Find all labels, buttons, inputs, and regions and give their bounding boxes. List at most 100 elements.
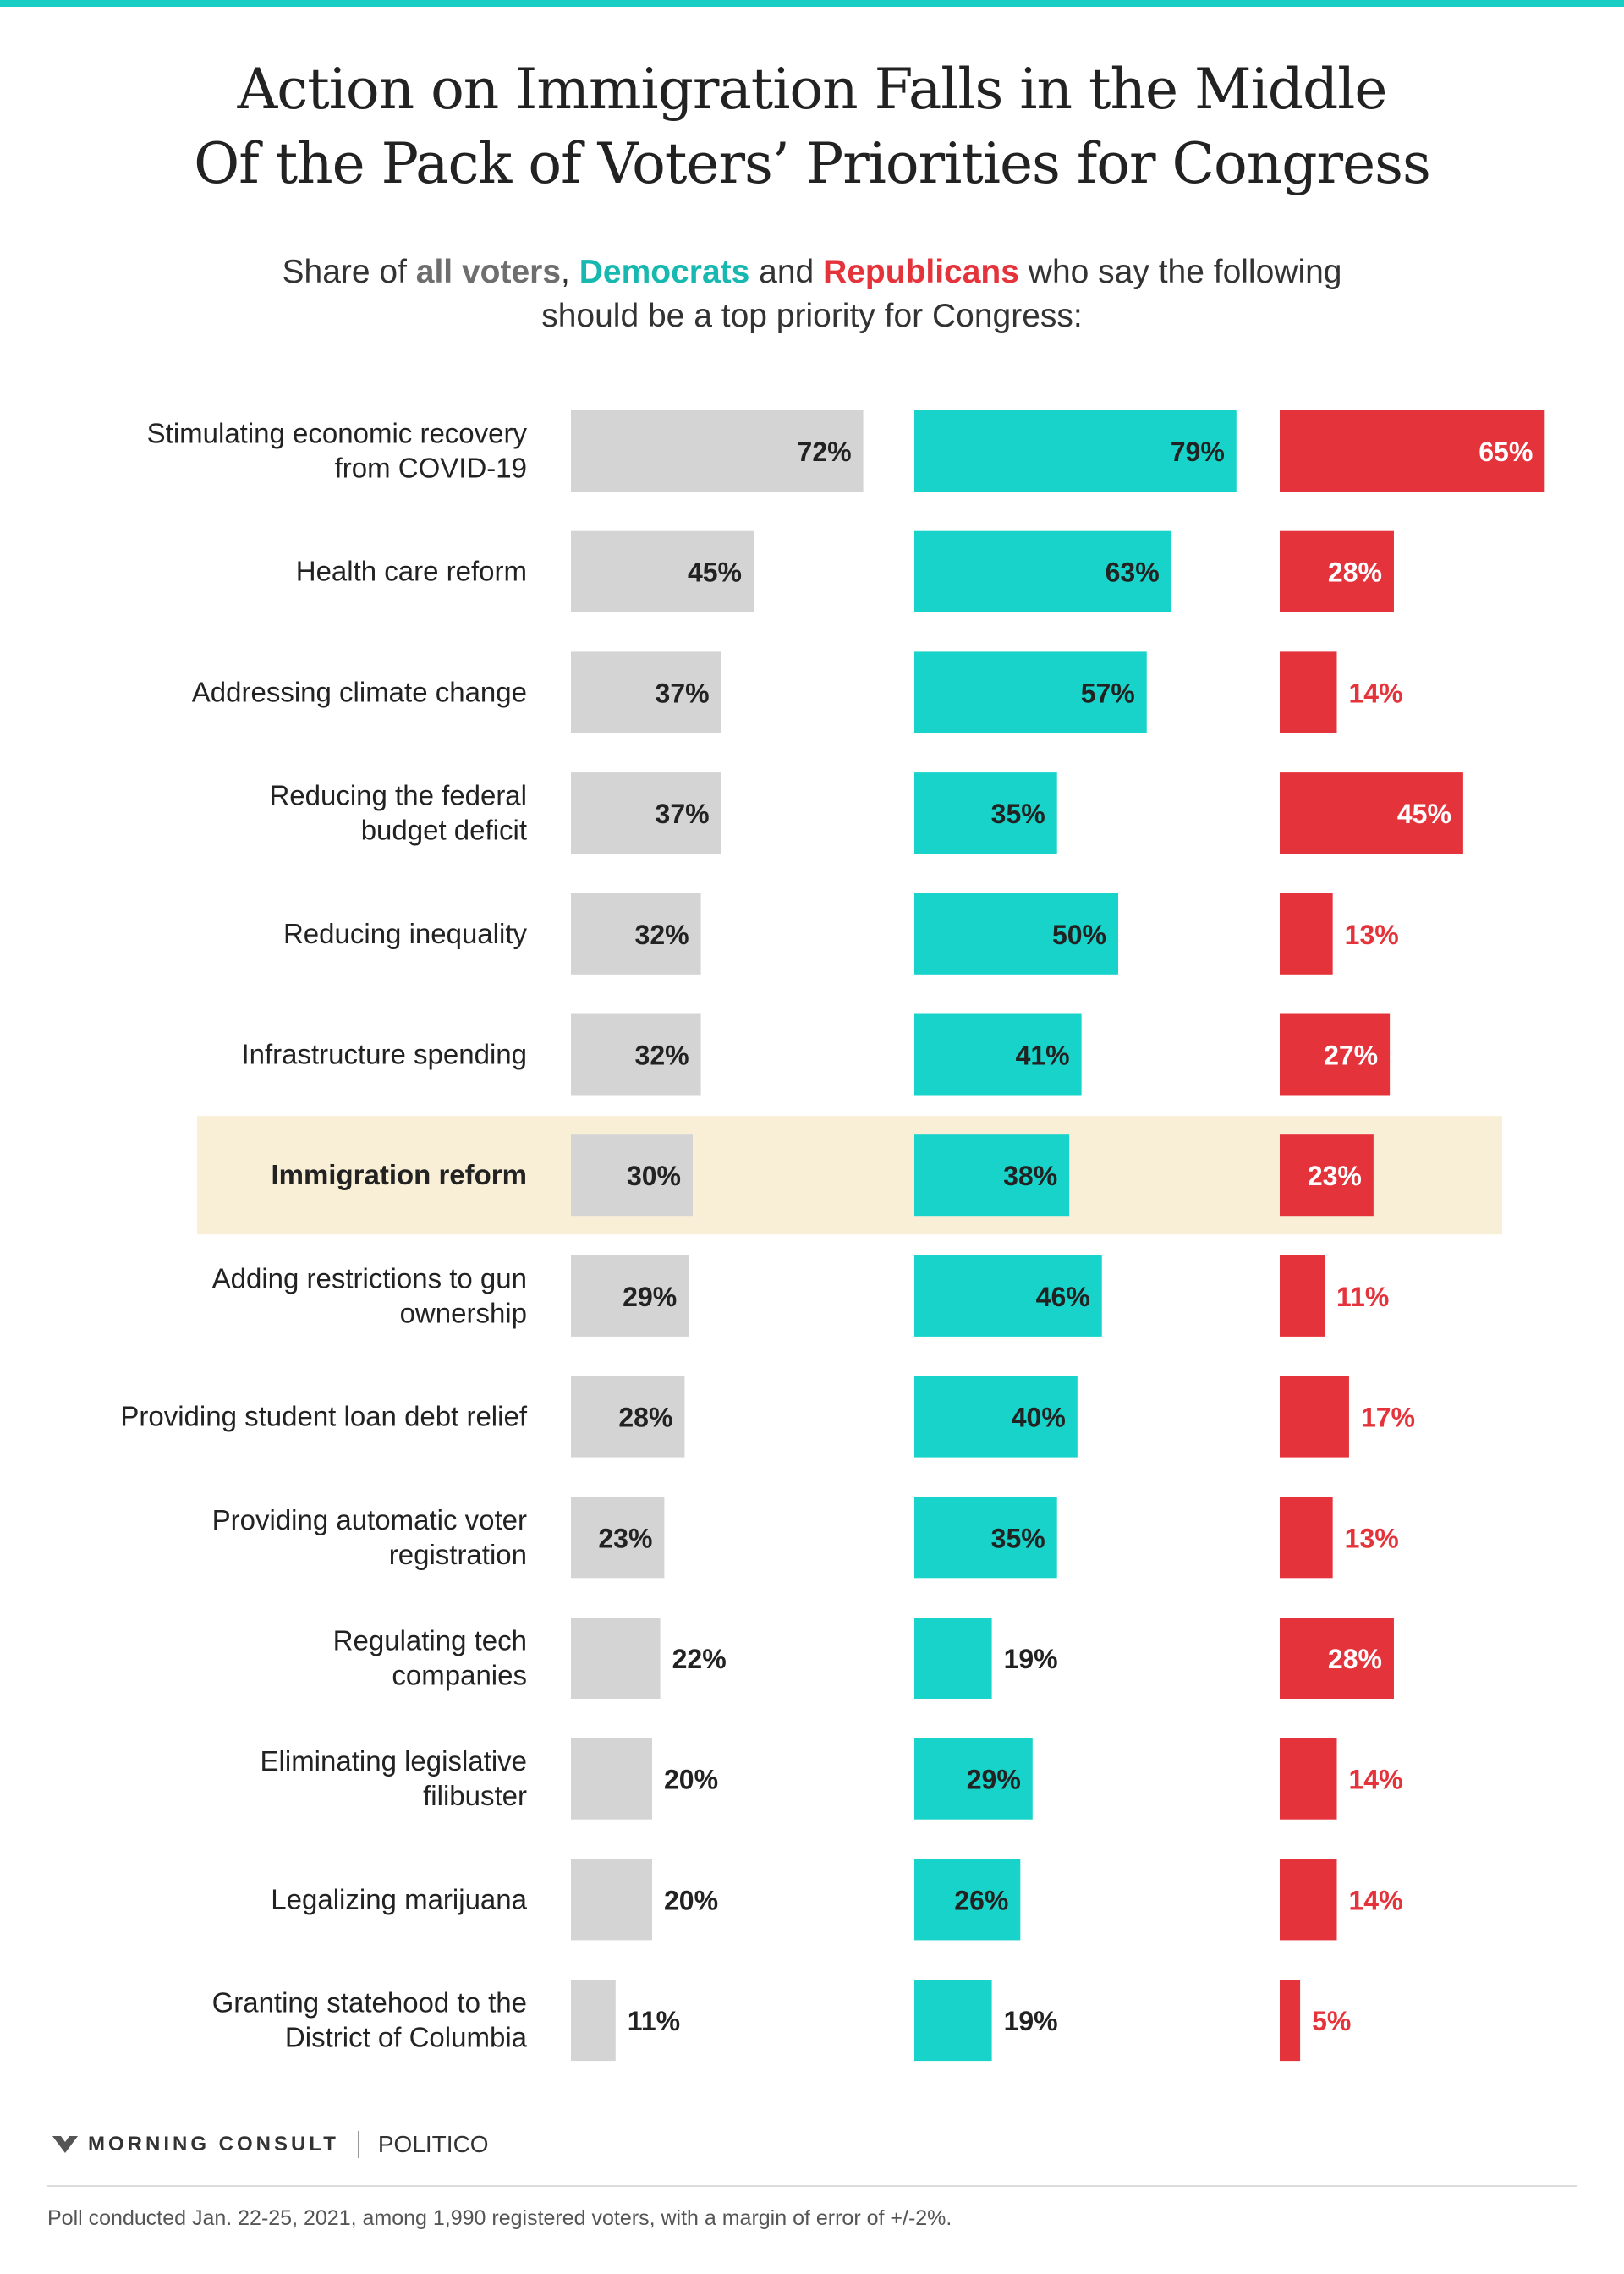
- category-label-line: District of Columbia: [285, 2022, 528, 2053]
- rep-bar: [1280, 1134, 1374, 1217]
- all-value-label: 45%: [688, 558, 742, 588]
- category-label: Regulating tech companies: [333, 1625, 527, 1691]
- all-value-label: 20%: [664, 1885, 718, 1915]
- rep-bar: [1280, 651, 1337, 733]
- dem-value-label: 35%: [991, 1523, 1045, 1553]
- category-label: Addressing climate change: [192, 676, 527, 707]
- category-label: Providing student loan debt relief: [120, 1401, 527, 1432]
- dem-bar: [914, 1738, 1033, 1820]
- all-bar: [571, 772, 721, 854]
- category-label-line: Granting statehood to the: [212, 1987, 527, 2019]
- category-label-line: companies: [392, 1660, 527, 1691]
- category-label-line: Providing automatic voter: [212, 1504, 527, 1535]
- dem-bar: [914, 1134, 1070, 1217]
- category-label: Reducing inequality: [283, 918, 528, 949]
- chart-subtitle: Share of all voters, Democrats and Repub…: [0, 250, 1624, 338]
- dem-value-label: 40%: [1012, 1403, 1066, 1433]
- category-label: Granting statehood to the District of Col…: [212, 1987, 528, 2053]
- rep-bar: [1280, 1497, 1333, 1579]
- rep-bar: [1280, 772, 1463, 854]
- all-bar: [571, 1497, 665, 1579]
- all-value-label: 72%: [798, 437, 852, 467]
- subtitle-all-voters: all voters: [415, 254, 562, 290]
- dem-value-label: 50%: [1052, 920, 1106, 950]
- category-label-line: Reducing inequality: [283, 918, 528, 949]
- category-label: Stimulating economic recovery from COVID-…: [147, 418, 528, 484]
- rep-value-label: 11%: [1336, 1282, 1389, 1312]
- all-bar: [571, 1134, 693, 1217]
- category-label-line: ownership: [400, 1297, 527, 1328]
- rep-bar: [1280, 530, 1394, 612]
- dem-bar: [914, 1618, 992, 1699]
- rep-value-label: 28%: [1328, 1644, 1382, 1674]
- subtitle-text: who say the following: [1018, 254, 1342, 290]
- category-label-line: Health care reform: [296, 556, 527, 587]
- category-label: Immigration reform: [271, 1159, 527, 1190]
- all-bar: [571, 651, 721, 733]
- all-value-label: 30%: [627, 1161, 681, 1191]
- rep-bar: [1280, 1980, 1301, 2062]
- all-value-label: 32%: [635, 920, 689, 950]
- all-value-label: 20%: [664, 1765, 718, 1795]
- dem-value-label: 35%: [991, 799, 1045, 829]
- rep-bar: [1280, 1618, 1394, 1699]
- rep-value-label: 45%: [1397, 799, 1451, 829]
- rep-value-label: 5%: [1312, 2006, 1351, 2036]
- all-value-label: 22%: [672, 1644, 727, 1674]
- rep-bar: [1280, 1255, 1325, 1337]
- all-bar: [571, 1980, 616, 2062]
- dem-value-label: 19%: [1004, 1644, 1058, 1674]
- politico-logo-text: POLITICO: [377, 2131, 489, 2157]
- all-bar: [571, 893, 701, 975]
- category-label-line: registration: [389, 1539, 527, 1570]
- category-label-line: Providing student loan debt relief: [120, 1401, 527, 1432]
- dem-value-label: 29%: [967, 1765, 1021, 1795]
- dem-bar: [914, 772, 1057, 854]
- category-label-line: Immigration reform: [271, 1159, 527, 1190]
- all-value-label: 32%: [635, 1041, 689, 1071]
- subtitle-text: ,: [561, 254, 579, 290]
- rep-bar: [1280, 1013, 1391, 1096]
- all-value-label: 23%: [598, 1523, 652, 1553]
- dem-value-label: 38%: [1003, 1161, 1057, 1191]
- category-label-line: Adding restrictions to gun: [212, 1262, 527, 1294]
- dem-bar: [914, 1013, 1082, 1096]
- dem-bar: [914, 1497, 1057, 1579]
- all-bar: [571, 1618, 661, 1699]
- chart-title-line-2: Of the Pack of Voters’ Priorities for Co…: [194, 131, 1431, 196]
- footer-divider: [47, 2185, 1577, 2187]
- dem-value-label: 19%: [1004, 2006, 1058, 2036]
- category-label: Eliminating legislative filibuster: [261, 1745, 527, 1811]
- category-label-line: budget deficit: [361, 815, 527, 846]
- rep-value-label: 27%: [1324, 1041, 1378, 1071]
- dem-value-label: 57%: [1081, 678, 1135, 708]
- dem-bar: [914, 530, 1171, 612]
- category-label-line: Eliminating legislative: [261, 1745, 527, 1777]
- category-label: Health care reform: [296, 556, 527, 587]
- dem-bar: [914, 893, 1118, 975]
- subtitle-line-2: should be a top priority for Congress:: [541, 298, 1083, 334]
- rep-bar: [1280, 1738, 1337, 1820]
- category-label-line: Reducing the federal: [269, 780, 527, 811]
- rep-value-label: 14%: [1348, 678, 1402, 708]
- top-accent-bar: [0, 0, 1624, 7]
- dem-value-label: 26%: [954, 1885, 1008, 1915]
- chart-title: Action on Immigration Falls in the Middl…: [0, 52, 1624, 201]
- category-label-line: from COVID-19: [335, 453, 527, 484]
- dem-value-label: 63%: [1106, 558, 1160, 588]
- rep-value-label: 28%: [1328, 558, 1382, 588]
- rep-value-label: 23%: [1308, 1161, 1362, 1191]
- all-bar: [571, 530, 754, 612]
- all-value-label: 29%: [623, 1282, 677, 1312]
- rep-value-label: 14%: [1348, 1765, 1402, 1795]
- category-label-line: Addressing climate change: [192, 676, 527, 707]
- rep-bar: [1280, 1376, 1349, 1458]
- subtitle-republicans: Republicans: [823, 254, 1019, 290]
- rep-bar: [1280, 410, 1545, 492]
- all-bar: [571, 1013, 701, 1096]
- footnote: Poll conducted Jan. 22-25, 2021, among 1…: [47, 2206, 952, 2230]
- dem-bar: [914, 1859, 1021, 1941]
- rep-value-label: 14%: [1348, 1885, 1402, 1915]
- dem-bar: [914, 651, 1147, 733]
